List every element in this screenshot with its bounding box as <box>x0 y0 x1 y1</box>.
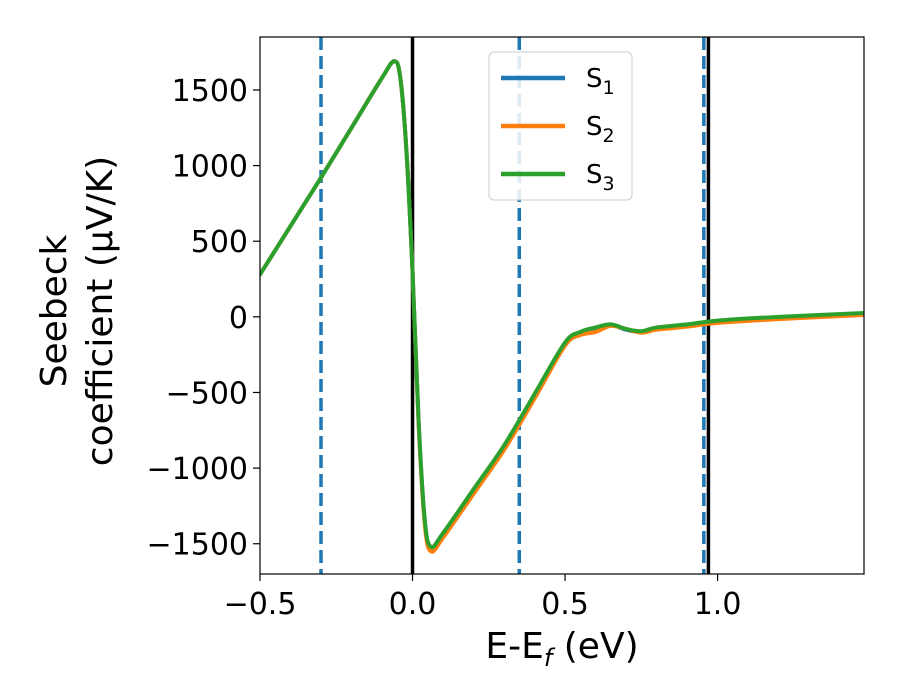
y-axis-label: Seebeck coefficient (μV/K) <box>34 156 121 466</box>
plot-frame <box>259 36 865 575</box>
x-axis-ticks: −0.5 0.0 0.5 1.0 <box>224 574 742 622</box>
series-line-s3 <box>260 59 864 550</box>
legend: S1 S2 S3 <box>488 51 633 201</box>
y-axis-label-line2: coefficient (μV/K) <box>80 156 121 466</box>
legend-label-s1: S1 <box>586 64 615 99</box>
y-tick-label: 1000 <box>172 150 248 185</box>
y-tick-label: −500 <box>166 376 248 411</box>
series-lines <box>260 59 864 554</box>
x-axis-label: E-Ef (eV) <box>485 626 638 672</box>
y-tick-label: 500 <box>191 225 248 260</box>
legend-label-s2: S2 <box>586 112 615 147</box>
x-tick-label: 0.5 <box>541 587 589 622</box>
y-tick-label: −1000 <box>147 452 248 487</box>
legend-label-s3: S3 <box>586 160 615 195</box>
x-tick-label: 0.0 <box>389 587 437 622</box>
y-tick-label: 0 <box>229 301 248 336</box>
x-tick-label: 1.0 <box>694 587 742 622</box>
y-axis-ticks: −1500 −1000 −500 0 500 1000 1500 <box>147 74 260 563</box>
y-axis-label-line1: Seebeck <box>34 234 75 387</box>
y-tick-label: −1500 <box>147 528 248 563</box>
x-tick-label: −0.5 <box>224 587 297 622</box>
y-tick-label: 1500 <box>172 74 248 109</box>
